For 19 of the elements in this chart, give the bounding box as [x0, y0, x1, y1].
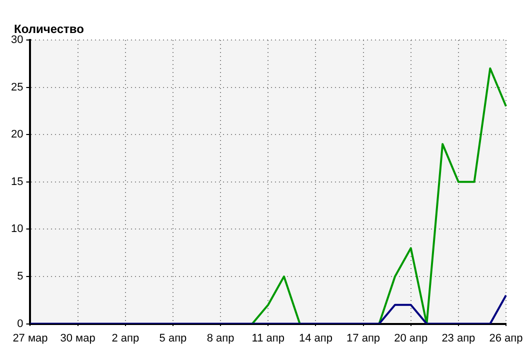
- y-tick-label: 10: [10, 223, 24, 236]
- x-tick-label: 5 апр: [159, 332, 187, 344]
- chart-title: Количество: [14, 22, 84, 36]
- x-tick-label: 8 апр: [206, 332, 234, 344]
- x-tick-label: 27 мар: [12, 332, 48, 344]
- x-tick-label: 26 апр: [489, 332, 523, 344]
- y-tick-label: 30: [10, 34, 24, 46]
- y-tick-label: 25: [10, 81, 24, 94]
- x-tick-label: 17 апр: [346, 332, 380, 344]
- y-tick-label: 15: [10, 176, 24, 188]
- x-tick-label: 2 апр: [112, 332, 140, 344]
- x-tick-label: 30 мар: [60, 332, 96, 344]
- x-tick-label: 11 апр: [252, 332, 284, 344]
- y-tick-label: 5: [17, 270, 24, 283]
- x-tick-label: 14 апр: [298, 332, 332, 344]
- y-tick-label: 20: [10, 128, 24, 141]
- y-tick-label: 0: [17, 318, 24, 330]
- x-tick-label: 20 апр: [394, 332, 428, 344]
- x-tick-label: 23 апр: [442, 332, 476, 344]
